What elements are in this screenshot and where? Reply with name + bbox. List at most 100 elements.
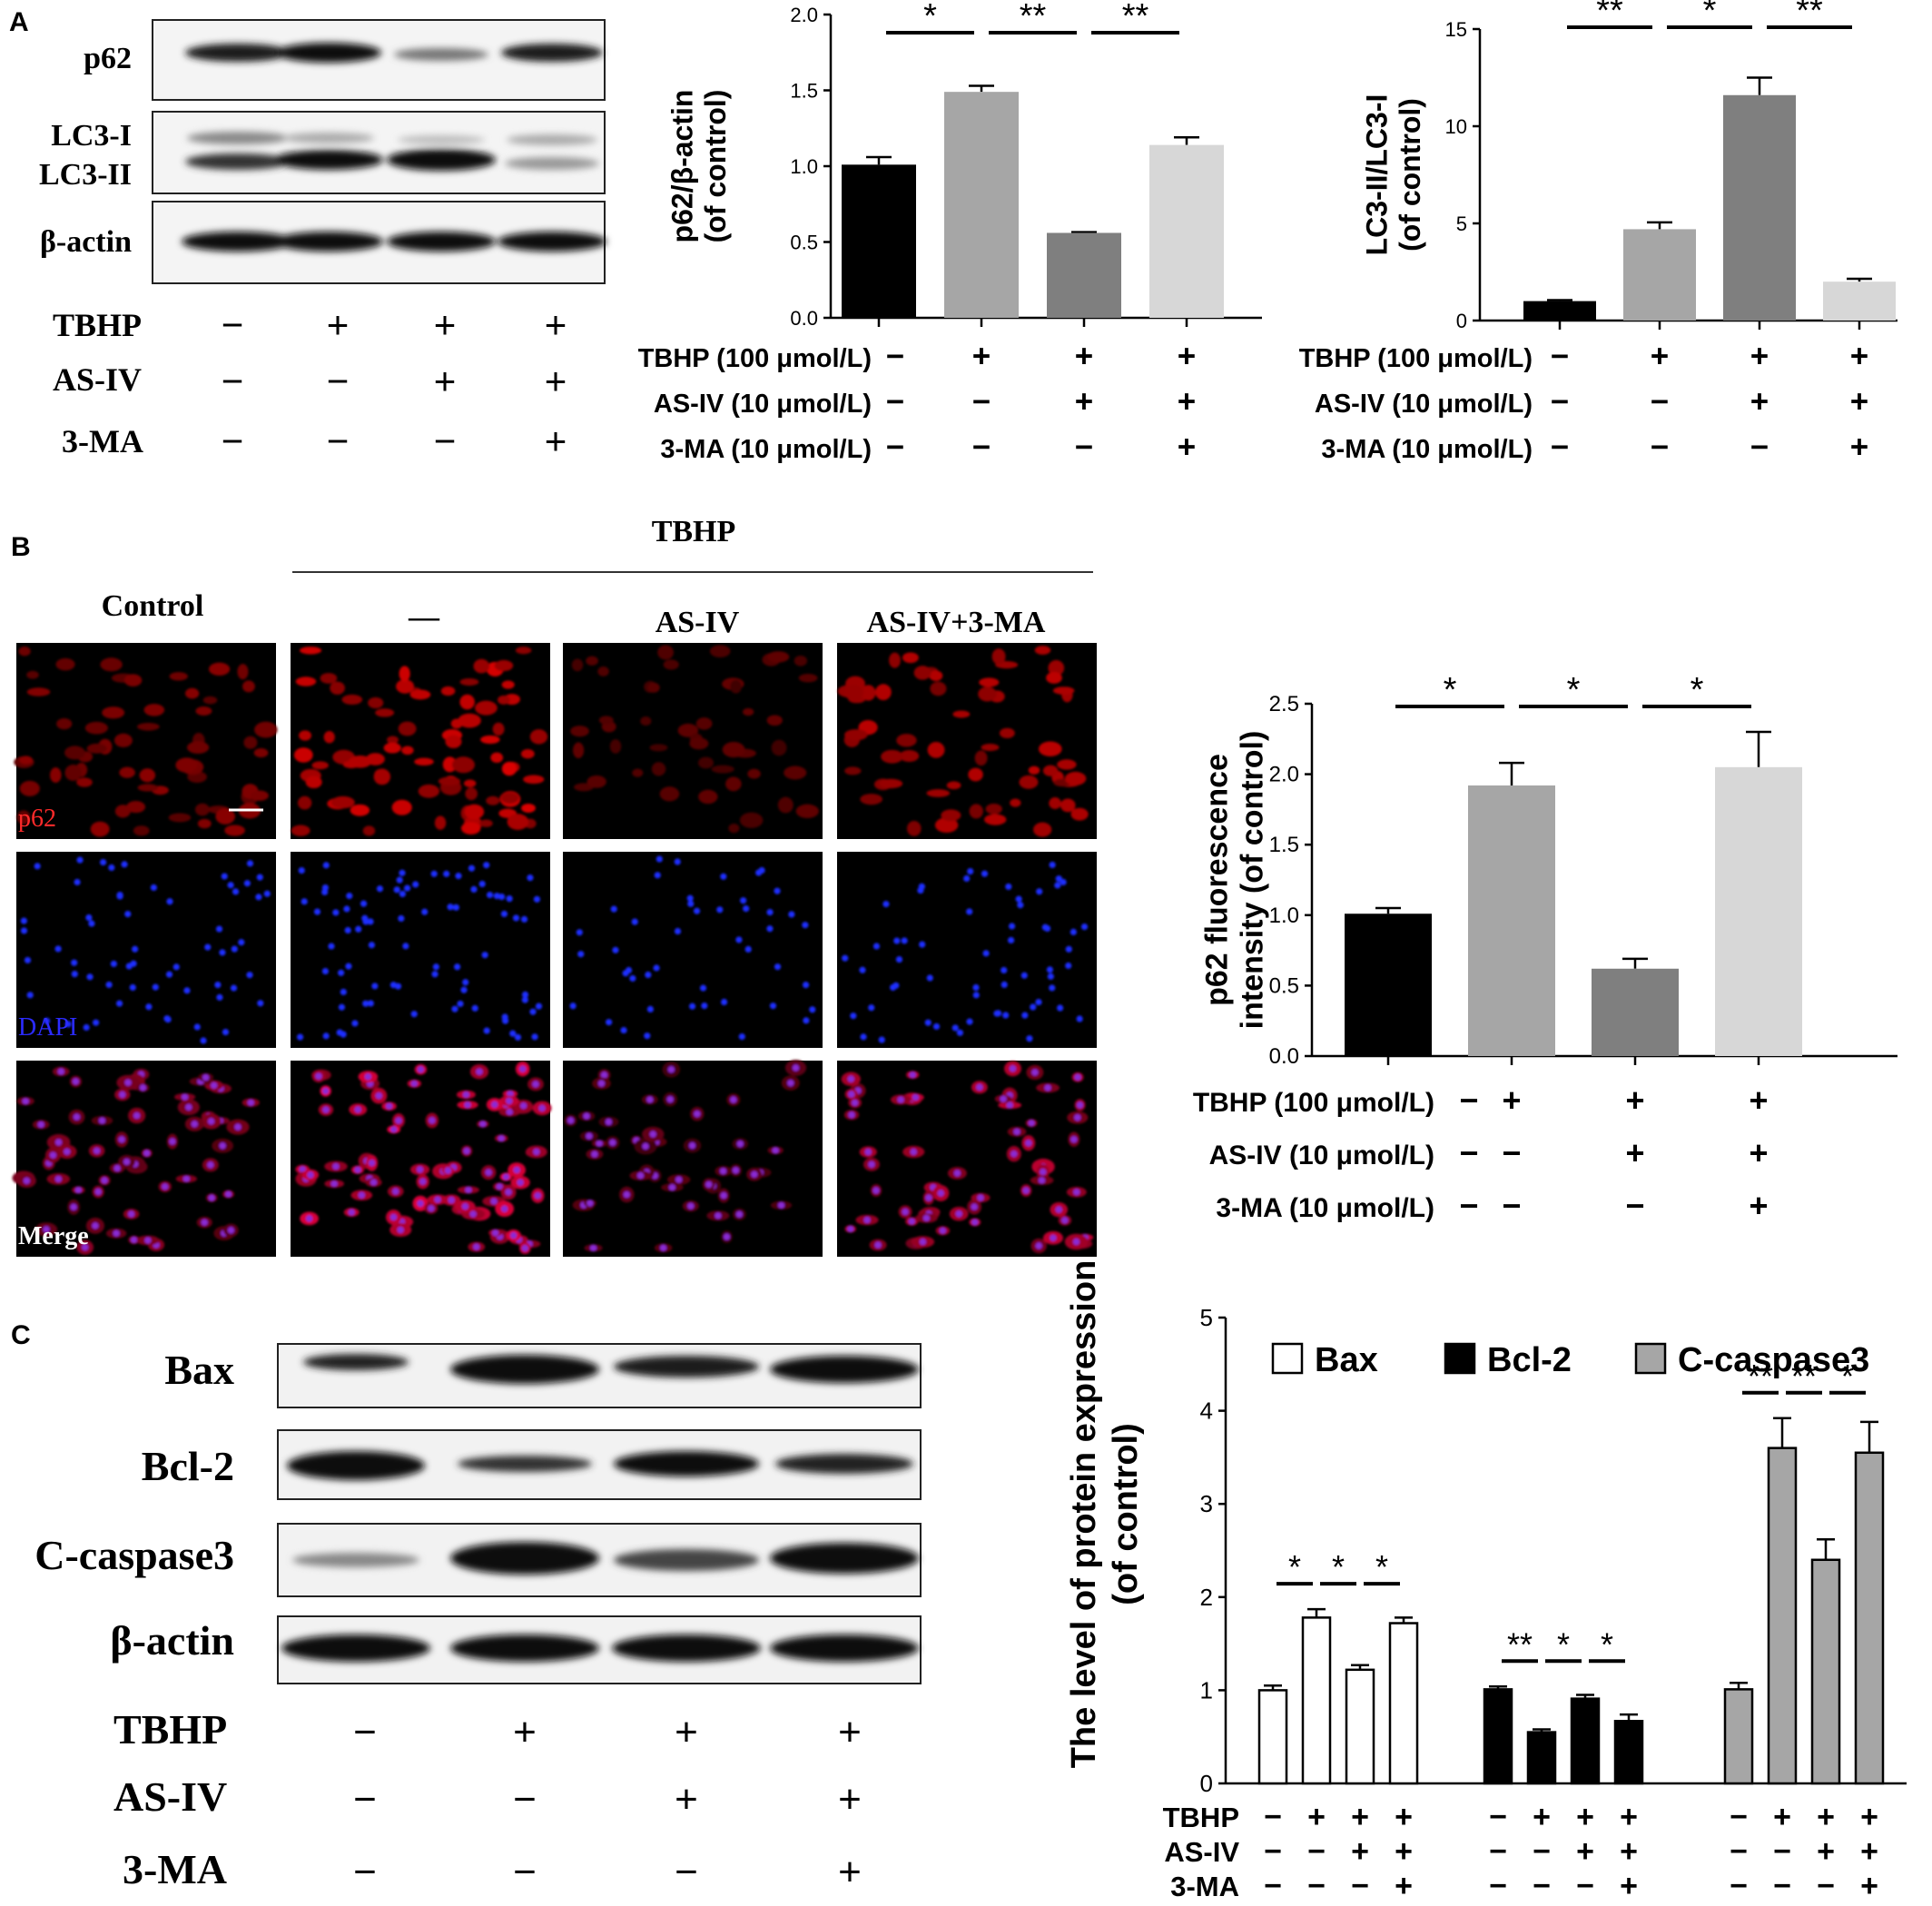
nucleus	[338, 969, 345, 976]
nucleus	[1035, 1242, 1042, 1249]
nucleus	[860, 1033, 867, 1041]
nucleus	[299, 1166, 306, 1173]
nucleus	[486, 891, 494, 899]
treatment-name: 3-MA (10 μmol/L)	[660, 435, 872, 464]
col-header-as-iv-3-ma: AS-IV+3-MA	[867, 606, 1046, 639]
treatment-sign: −	[1533, 1869, 1551, 1903]
cell	[698, 789, 718, 805]
band-bcl-2-4	[775, 1454, 913, 1474]
cell	[479, 819, 493, 827]
cell	[913, 666, 932, 680]
nucleus	[787, 1080, 794, 1087]
nucleus	[54, 1175, 62, 1183]
legend-swatch	[1271, 1342, 1304, 1375]
nucleus	[451, 1005, 458, 1012]
nucleus	[620, 1026, 627, 1034]
nucleus	[1010, 1151, 1018, 1158]
nucleus	[410, 1011, 418, 1018]
treatment-sign: −	[1307, 1869, 1326, 1903]
nucleus	[338, 1003, 346, 1011]
nucleus	[1015, 895, 1022, 903]
nucleus	[766, 925, 774, 933]
treatment-name: AS-IV (10 μmol/L)	[1315, 390, 1533, 419]
cell	[465, 787, 478, 801]
nucleus	[100, 858, 107, 866]
cell	[399, 666, 410, 682]
treat-c-name-tbhp: TBHP	[113, 1706, 227, 1753]
nucleus	[510, 1231, 518, 1239]
nucleus	[675, 1176, 683, 1183]
nucleus	[505, 1189, 512, 1196]
nucleus	[972, 992, 980, 999]
bar	[1623, 229, 1696, 321]
micrograph-r3-c4	[837, 1061, 1097, 1257]
nucleus	[1060, 878, 1067, 886]
nucleus	[1047, 973, 1054, 980]
row-label-p62: p62	[18, 805, 56, 833]
treatment-sign: −	[1489, 1869, 1507, 1903]
nucleus	[605, 1118, 613, 1126]
nucleus	[1026, 1035, 1033, 1042]
nucleus	[22, 1098, 29, 1105]
nucleus	[1000, 966, 1008, 974]
nucleus	[918, 883, 925, 890]
treatment-sign: −	[1551, 384, 1569, 420]
nucleus	[98, 1117, 106, 1124]
cell	[501, 680, 515, 689]
nucleus	[219, 949, 226, 956]
treatment-name: TBHP (100 μmol/L)	[638, 344, 872, 373]
cell	[342, 760, 360, 769]
sign-a-r3-c1: −	[222, 420, 244, 462]
band-lc3-ii-4	[505, 157, 599, 170]
nucleus	[200, 1037, 207, 1044]
treatment-sign: +	[1075, 384, 1093, 420]
cell	[941, 809, 961, 822]
cell	[197, 818, 212, 829]
nucleus	[234, 1123, 242, 1131]
cells-r3-c4	[841, 1061, 1094, 1254]
cell	[418, 784, 440, 798]
cell	[968, 767, 983, 782]
nucleus	[263, 890, 271, 897]
nucleus	[919, 941, 926, 948]
nucleus	[231, 945, 238, 953]
band-c-caspase3-2	[450, 1542, 599, 1575]
nucleus	[514, 1033, 522, 1041]
nucleus	[953, 1170, 961, 1177]
nucleus	[344, 926, 351, 934]
nucleus	[864, 1149, 872, 1156]
bar	[1149, 144, 1224, 318]
treatment-sign: +	[1576, 1800, 1594, 1834]
nucleus	[743, 905, 750, 913]
nucleus	[517, 1179, 524, 1186]
nucleus	[500, 910, 508, 918]
sign-a-r3-c3: −	[434, 420, 457, 462]
nucleus	[410, 1080, 418, 1087]
nucleus	[1030, 1003, 1037, 1011]
nucleus	[803, 1017, 810, 1024]
nucleus	[956, 1029, 964, 1036]
cell	[1070, 807, 1089, 821]
cell	[373, 768, 391, 785]
nucleus	[501, 1205, 508, 1212]
nucleus	[882, 901, 890, 908]
nucleus	[922, 1214, 931, 1222]
cell	[649, 744, 668, 752]
nucleus	[375, 1092, 382, 1100]
nucleus	[152, 983, 159, 991]
nucleus	[967, 868, 974, 875]
micrograph-r3-c3	[563, 1061, 823, 1257]
nucleus	[859, 966, 866, 973]
sign-a-r1-c2: +	[327, 303, 350, 346]
nucleus	[343, 905, 350, 913]
nucleus	[591, 1151, 598, 1158]
nucleus	[609, 1139, 616, 1146]
cell	[632, 768, 644, 777]
cell	[137, 784, 159, 792]
nucleus	[1065, 945, 1072, 953]
legend-label: Bcl-2	[1487, 1341, 1572, 1379]
nucleus	[204, 943, 212, 951]
nucleus	[481, 952, 488, 959]
cells-r2-c2	[296, 862, 543, 1041]
nucleus	[686, 894, 694, 902]
